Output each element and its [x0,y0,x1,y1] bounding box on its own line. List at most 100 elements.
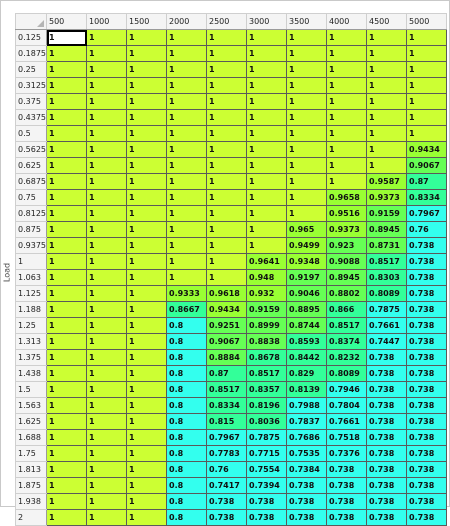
table-cell[interactable]: 0.9333 [166,285,207,302]
table-cell[interactable]: 0.9618 [206,285,247,302]
table-cell[interactable]: 0.7447 [366,333,407,350]
table-cell[interactable]: 0.7661 [326,413,367,430]
table-cell[interactable]: 1 [86,93,127,110]
table-cell[interactable]: 0.8303 [366,269,407,286]
table-cell[interactable]: 1 [326,173,367,190]
table-cell[interactable]: 0.932 [246,285,287,302]
table-cell[interactable]: 0.738 [366,349,407,366]
row-header[interactable]: 0.3125 [15,77,47,94]
table-cell[interactable]: 1 [286,157,327,174]
table-cell[interactable]: 1 [406,77,447,94]
table-cell[interactable]: 1 [86,397,127,414]
table-cell[interactable]: 0.7875 [246,429,287,446]
table-cell[interactable]: 0.738 [406,269,447,286]
table-cell[interactable]: 0.8334 [206,397,247,414]
table-cell[interactable]: 1 [126,141,167,158]
table-cell[interactable]: 0.738 [406,397,447,414]
table-cell[interactable]: 0.8 [166,493,207,510]
table-cell[interactable]: 1 [126,477,167,494]
table-cell[interactable]: 1 [206,157,247,174]
table-cell[interactable]: 1 [46,77,87,94]
table-cell[interactable]: 0.738 [326,509,367,526]
table-cell[interactable]: 0.7384 [286,461,327,478]
table-cell[interactable]: 1 [86,477,127,494]
table-cell[interactable]: 1 [86,301,127,318]
table-cell[interactable]: 1 [206,109,247,126]
table-cell[interactable]: 1 [86,125,127,142]
table-cell[interactable]: 1 [86,205,127,222]
table-cell[interactable]: 0.738 [246,509,287,526]
table-cell[interactable]: 1 [86,29,127,46]
table-cell[interactable]: 1 [86,381,127,398]
row-header[interactable]: 1.625 [15,413,47,430]
table-cell[interactable]: 1 [126,45,167,62]
row-header[interactable]: 1.125 [15,285,47,302]
table-cell[interactable]: 1 [46,509,87,526]
table-cell[interactable]: 0.738 [406,509,447,526]
table-cell[interactable]: 1 [126,109,167,126]
table-cell[interactable]: 1 [86,77,127,94]
table-cell[interactable]: 1 [206,93,247,110]
table-cell[interactable]: 0.9159 [366,205,407,222]
row-header[interactable]: 1.063 [15,269,47,286]
table-cell[interactable]: 0.8 [166,461,207,478]
table-cell[interactable]: 0.8 [166,477,207,494]
table-cell[interactable]: 1 [126,429,167,446]
table-cell[interactable]: 1 [166,61,207,78]
table-cell[interactable]: 0.738 [366,365,407,382]
table-cell[interactable]: 0.9658 [326,189,367,206]
table-cell[interactable]: 0.738 [366,461,407,478]
table-cell[interactable]: 0.7988 [286,397,327,414]
table-cell[interactable]: 1 [126,493,167,510]
row-header[interactable]: 1.938 [15,493,47,510]
table-cell[interactable]: 1 [206,269,247,286]
table-cell[interactable]: 1 [246,93,287,110]
table-cell[interactable]: 1 [326,45,367,62]
table-cell[interactable]: 1 [86,429,127,446]
table-cell[interactable]: 1 [286,125,327,142]
table-cell[interactable]: 0.8334 [406,189,447,206]
table-cell[interactable]: 1 [86,109,127,126]
column-header[interactable]: 3000 [246,13,287,30]
table-cell[interactable]: 1 [246,29,287,46]
table-cell[interactable]: 0.738 [366,477,407,494]
row-header[interactable]: 0.5 [15,125,47,142]
table-cell[interactable]: 0.738 [286,493,327,510]
column-header[interactable]: 2500 [206,13,247,30]
table-cell[interactable]: 0.738 [326,493,367,510]
table-cell[interactable]: 1 [86,285,127,302]
column-header[interactable]: 1500 [126,13,167,30]
table-cell[interactable]: 0.8884 [206,349,247,366]
table-cell[interactable]: 1 [406,45,447,62]
table-cell[interactable]: 1 [126,461,167,478]
table-cell[interactable]: 0.8196 [246,397,287,414]
selected-cell[interactable]: 1 [46,29,87,46]
row-header[interactable]: 0.8125 [15,205,47,222]
table-cell[interactable]: 1 [46,61,87,78]
table-cell[interactable]: 1 [126,269,167,286]
table-cell[interactable]: 1 [246,173,287,190]
table-cell[interactable]: 1 [46,445,87,462]
table-cell[interactable]: 1 [126,333,167,350]
table-cell[interactable]: 1 [126,157,167,174]
table-cell[interactable]: 1 [326,125,367,142]
table-cell[interactable]: 1 [46,221,87,238]
table-cell[interactable]: 0.738 [406,365,447,382]
table-cell[interactable]: 0.8731 [366,237,407,254]
row-header[interactable]: 1.563 [15,397,47,414]
table-cell[interactable]: 1 [206,205,247,222]
table-cell[interactable]: 1 [86,317,127,334]
table-cell[interactable]: 1 [366,125,407,142]
table-cell[interactable]: 1 [46,173,87,190]
table-cell[interactable]: 0.923 [326,237,367,254]
table-cell[interactable]: 1 [166,77,207,94]
row-header[interactable]: 1 [15,253,47,270]
table-cell[interactable]: 1 [86,189,127,206]
table-cell[interactable]: 1 [206,77,247,94]
row-header[interactable]: 1.5 [15,381,47,398]
row-header[interactable]: 1.25 [15,317,47,334]
row-header[interactable]: 1.813 [15,461,47,478]
table-cell[interactable]: 1 [86,253,127,270]
table-cell[interactable]: 1 [46,493,87,510]
table-cell[interactable]: 0.738 [406,317,447,334]
